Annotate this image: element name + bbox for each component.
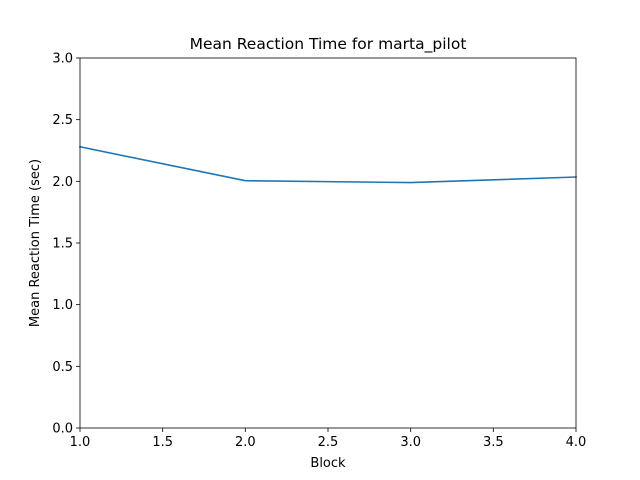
x-tick-label: 2.0 [235, 435, 256, 450]
y-tick-label: 1.0 [52, 298, 73, 313]
x-tick-label: 3.5 [483, 435, 504, 450]
x-tick-label: 4.0 [566, 435, 587, 450]
series-layer [79, 145, 577, 184]
y-axis: 0.0 0.5 1.0 1.5 2.0 2.5 3.0 [52, 52, 80, 437]
y-tick-label: 3.0 [52, 52, 73, 67]
plot-frame [79, 57, 577, 429]
x-tick-label: 1.5 [152, 435, 173, 450]
y-tick-label: 0.5 [52, 360, 73, 375]
x-axis: 1.0 1.5 2.0 2.5 3.0 3.5 4.0 [70, 428, 587, 450]
plot-area [79, 57, 577, 429]
chart-title: Mean Reaction Time for marta_pilot [190, 35, 467, 54]
x-axis-label: Block [310, 456, 346, 471]
x-tick-label: 2.5 [318, 435, 339, 450]
series-line-0 [79, 145, 577, 184]
y-tick-label: 2.0 [52, 175, 73, 190]
x-tick-label: 1.0 [70, 435, 91, 450]
y-tick-label: 0.0 [52, 422, 73, 437]
y-tick-label: 1.5 [52, 237, 73, 252]
y-axis-label: Mean Reaction Time (sec) [28, 159, 43, 327]
x-tick-label: 3.0 [400, 435, 421, 450]
y-tick-label: 2.5 [52, 113, 73, 128]
